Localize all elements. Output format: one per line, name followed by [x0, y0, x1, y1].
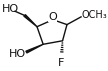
Text: OCH₃: OCH₃	[82, 10, 108, 20]
Polygon shape	[26, 44, 43, 53]
Text: HO: HO	[9, 49, 26, 59]
Text: F: F	[58, 58, 64, 68]
Text: O: O	[48, 12, 57, 22]
Text: HO: HO	[2, 4, 19, 14]
Polygon shape	[24, 15, 37, 27]
